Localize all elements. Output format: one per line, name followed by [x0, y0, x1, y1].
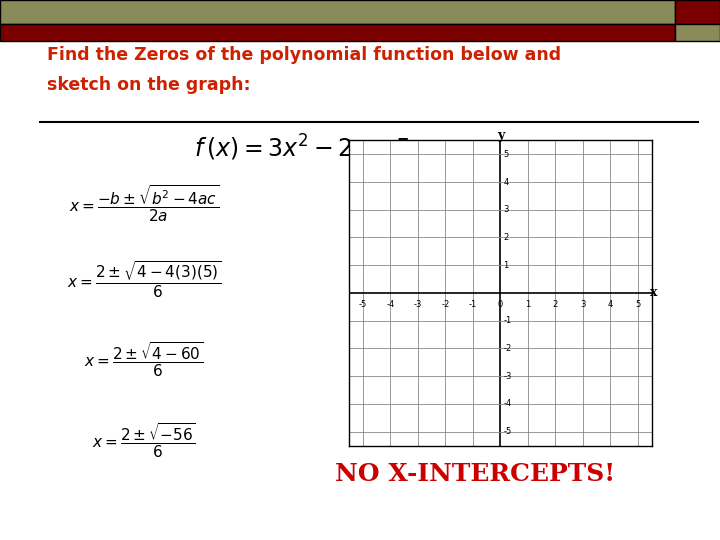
Text: NO X-INTERCEPTS!: NO X-INTERCEPTS! — [335, 462, 616, 486]
Text: 3: 3 — [580, 300, 585, 309]
Text: 2: 2 — [553, 300, 558, 309]
Text: Find the Zeros of the polynomial function below and: Find the Zeros of the polynomial functio… — [47, 46, 561, 64]
Text: y: y — [497, 129, 504, 142]
Text: 2: 2 — [503, 233, 508, 242]
Text: -2: -2 — [441, 300, 449, 309]
Text: $x = \dfrac{2 \pm \sqrt{4 - 60}}{6}$: $x = \dfrac{2 \pm \sqrt{4 - 60}}{6}$ — [84, 340, 204, 379]
Text: $x = \dfrac{-b \pm \sqrt{b^2 - 4ac}}{2a}$: $x = \dfrac{-b \pm \sqrt{b^2 - 4ac}}{2a}… — [69, 184, 219, 224]
Text: -3: -3 — [414, 300, 422, 309]
Text: 4: 4 — [608, 300, 613, 309]
Text: sketch on the graph:: sketch on the graph: — [47, 76, 251, 93]
Text: -1: -1 — [503, 316, 511, 325]
Text: $f\,(x) = 3x^{2} - 2x + 5$: $f\,(x) = 3x^{2} - 2x + 5$ — [194, 132, 411, 163]
Text: 3: 3 — [503, 205, 508, 214]
Text: 1: 1 — [503, 261, 508, 269]
Text: 0: 0 — [498, 300, 503, 309]
Text: $x = \dfrac{2 \pm \sqrt{4 - 4(3)(5)}}{6}$: $x = \dfrac{2 \pm \sqrt{4 - 4(3)(5)}}{6}… — [67, 259, 221, 300]
Text: $x = \dfrac{2 \pm \sqrt{-56}}{6}$: $x = \dfrac{2 \pm \sqrt{-56}}{6}$ — [92, 421, 196, 460]
Text: x: x — [650, 286, 658, 300]
Text: -4: -4 — [387, 300, 395, 309]
Text: 4: 4 — [503, 178, 508, 186]
Text: -4: -4 — [503, 400, 511, 408]
Text: -2: -2 — [503, 344, 511, 353]
Text: -5: -5 — [359, 300, 367, 309]
Text: 5: 5 — [635, 300, 641, 309]
Text: 5: 5 — [503, 150, 508, 159]
Text: 1: 1 — [526, 300, 531, 309]
Text: -5: -5 — [503, 427, 511, 436]
Text: -1: -1 — [469, 300, 477, 309]
Text: -3: -3 — [503, 372, 511, 381]
